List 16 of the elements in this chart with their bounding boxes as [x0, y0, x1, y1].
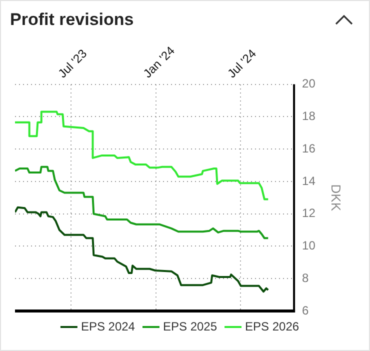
legend-label: EPS 2025 [162, 319, 218, 334]
legend-label: EPS 2026 [245, 319, 300, 334]
y-tick-label: 6 [302, 303, 310, 318]
y-axis-title: DKK [328, 184, 344, 212]
chart-title: Profit revisions [10, 10, 134, 30]
x-tick-label: Jul '23 [55, 46, 90, 81]
y-tick-label: 20 [302, 76, 316, 91]
x-tick-label: Jul '24 [224, 46, 260, 81]
y-tick-label: 10 [302, 238, 316, 253]
y-tick-label: 16 [302, 141, 316, 156]
y-tick-label: 18 [302, 108, 316, 123]
y-tick-label: 8 [302, 270, 310, 285]
y-tick-label: 12 [302, 206, 316, 220]
x-tick-label: Jan '24 [140, 43, 178, 81]
y-tick-label: 14 [302, 174, 316, 188]
legend-label: EPS 2024 [80, 319, 136, 334]
